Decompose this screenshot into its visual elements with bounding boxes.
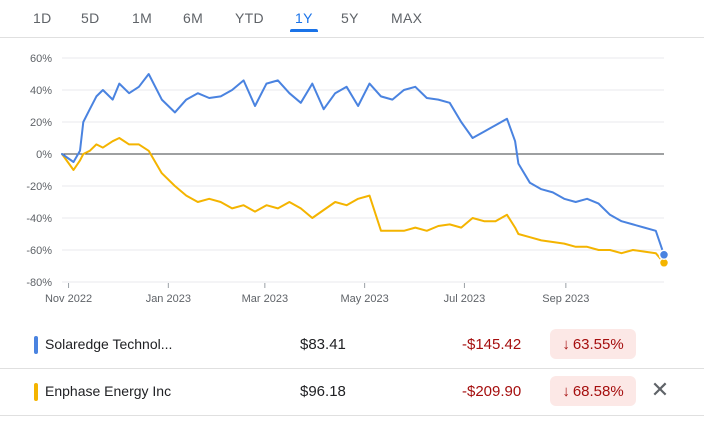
stock-name: Solaredge Technol... <box>45 336 173 352</box>
price-change: -$209.90 <box>462 383 522 400</box>
end-point-solaredge <box>658 249 670 261</box>
tab-6m[interactable]: 6M <box>183 10 204 26</box>
x-tick-label: Sep 2023 <box>542 293 589 305</box>
y-tick-label: 60% <box>30 53 52 65</box>
y-tick-label: -80% <box>26 277 52 289</box>
remove-comparison-close-icon[interactable]: ✕ <box>650 377 670 402</box>
y-tick-label: -20% <box>26 181 52 193</box>
percent-change-value: 68.58% <box>572 382 624 400</box>
percent-change-badge: ↓ 68.58% <box>550 376 636 406</box>
stock-name: Enphase Energy Inc <box>45 383 172 399</box>
series-color-swatch <box>34 336 38 354</box>
x-tick-label: Mar 2023 <box>242 293 288 305</box>
x-axis-labels: Nov 2022 Jan 2023 Mar 2023 May 2023 Jul 2023… <box>45 283 589 305</box>
stock-price: $83.41 <box>300 336 346 353</box>
arrow-down-icon: ↓ <box>562 335 570 353</box>
y-axis-labels: 60% 40% 20% 0% -20% -40% -60% -80% <box>26 53 52 289</box>
tab-5d[interactable]: 5D <box>81 10 100 26</box>
tab-max[interactable]: MAX <box>391 10 423 26</box>
x-tick-label: Nov 2022 <box>45 293 92 305</box>
price-change: -$145.42 <box>462 336 522 353</box>
stock-price: $96.18 <box>300 383 346 400</box>
tab-1m[interactable]: 1M <box>132 10 153 26</box>
y-tick-label: -60% <box>26 245 52 257</box>
time-range-tabs: 1D 5D 1M 6M YTD 1Y 5Y MAX <box>0 0 704 36</box>
x-tick-label: Jul 2023 <box>444 293 486 305</box>
legend-row-solaredge[interactable]: Solaredge Technol... $83.41 -$145.42 ↓ 6… <box>0 322 704 369</box>
tabs-divider <box>0 37 704 38</box>
y-tick-label: 0% <box>36 149 52 161</box>
y-tick-label: 40% <box>30 85 52 97</box>
x-tick-label: Jan 2023 <box>146 293 191 305</box>
percent-change-badge: ↓ 63.55% <box>550 329 636 359</box>
legend-row-enphase[interactable]: Enphase Energy Inc $96.18 -$209.90 ↓ 68.… <box>0 369 704 416</box>
comparison-chart[interactable]: 60% 40% 20% 0% -20% -40% -60% -80% Nov 2022 Jan … <box>0 38 704 314</box>
tab-5y[interactable]: 5Y <box>341 10 359 26</box>
y-tick-label: -40% <box>26 213 52 225</box>
percent-change-value: 63.55% <box>572 335 624 353</box>
tab-ytd[interactable]: YTD <box>235 10 264 26</box>
series-color-swatch <box>34 383 38 401</box>
tab-1d[interactable]: 1D <box>33 10 52 26</box>
series-end-markers <box>658 249 670 269</box>
chart-gridlines <box>62 57 664 283</box>
x-tick-label: May 2023 <box>340 293 388 305</box>
series-line-solaredge <box>61 73 665 256</box>
y-tick-label: 20% <box>30 117 52 129</box>
arrow-down-icon: ↓ <box>562 382 570 400</box>
tab-1y[interactable]: 1Y <box>290 9 318 32</box>
series-line-enphase <box>61 137 665 264</box>
series-lines <box>61 73 665 264</box>
